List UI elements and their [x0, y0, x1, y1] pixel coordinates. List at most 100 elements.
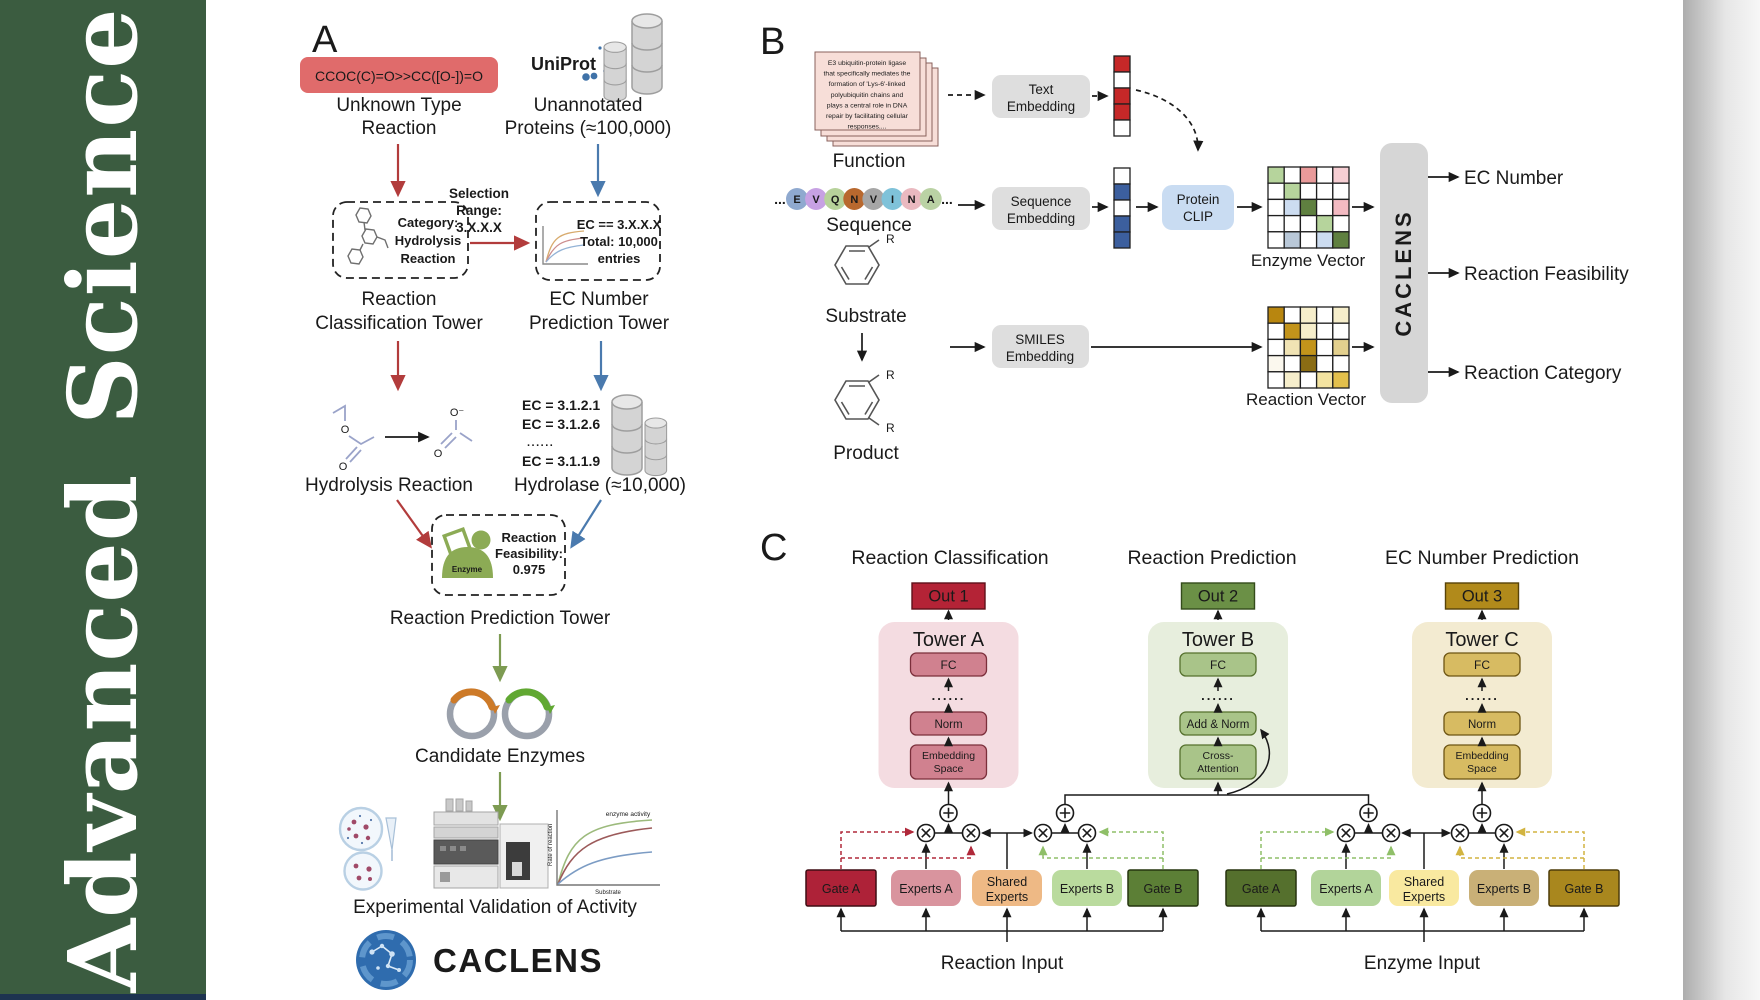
smiles-embedding-line1: SMILES	[1015, 332, 1065, 347]
smiles-embedding-box	[992, 325, 1089, 368]
substrate-r-bond	[868, 239, 880, 248]
text-embedding-line2: Embedding	[1007, 99, 1075, 114]
matrix-cell	[1315, 231, 1334, 249]
residue-circle	[824, 188, 847, 210]
gate-a-reaction	[805, 869, 877, 907]
matrix-cell	[1332, 306, 1350, 324]
tower-b-fc: FC	[1210, 658, 1226, 672]
matrix-cell	[1283, 182, 1302, 201]
product-r2-label: R	[886, 421, 895, 435]
function-cards: E3 ubiquitin-protein ligase that specifi…	[814, 51, 939, 147]
panel-a: A CCOC(C)=O>>CC([O-])=O Unknown Type Rea…	[300, 13, 686, 990]
matrix-cell	[1267, 354, 1285, 373]
experts-b-enzyme	[1469, 870, 1539, 906]
panel-c: C Reaction Classification Reaction Predi…	[760, 527, 1620, 974]
molecule-scribble-icon	[347, 207, 389, 265]
tower-c-bottom2: Space	[1467, 763, 1497, 775]
matrix-cell	[1299, 182, 1318, 201]
matrix-cell	[1113, 183, 1131, 201]
product-r1-bond	[868, 374, 880, 383]
sequence-vector	[1113, 167, 1131, 249]
tower-b-bottom2: Attention	[1197, 763, 1239, 775]
residue-circle	[881, 188, 904, 210]
matrix-cell	[1267, 231, 1285, 249]
category-line3: Reaction	[401, 251, 456, 266]
moe-reaction-group: Gate A Experts A Shared Experts Experts …	[805, 869, 1199, 974]
tower-b: Tower B FC ...... Add & Norm Cross- Atte…	[1148, 609, 1288, 795]
ecbox-line1: EC == 3.X.X.X	[577, 217, 662, 232]
matrix-cell	[1283, 338, 1302, 357]
residue-letter: V	[812, 194, 820, 206]
matrix-cell	[1267, 214, 1285, 233]
matrix-cell	[1267, 322, 1285, 341]
heading-ec-prediction: EC Number Prediction	[1385, 547, 1579, 569]
tower1-line1: Reaction	[362, 289, 437, 310]
ester-molecule-icon	[332, 404, 375, 463]
residue-circle	[786, 188, 808, 210]
panel-c-label: C	[760, 527, 787, 569]
enzyme-badge-label: Enzyme	[452, 565, 483, 574]
matrix-cell	[1332, 214, 1350, 233]
matrix-cell	[1299, 322, 1318, 341]
matrix-cell	[1113, 119, 1131, 137]
enzyme-vector-label: Enzyme Vector	[1251, 251, 1366, 270]
residue-circle	[843, 188, 866, 210]
arrow-vector-to-clip	[1135, 89, 1204, 152]
matrix-cell	[1113, 167, 1131, 185]
unannotated-line1: Unannotated	[534, 95, 643, 116]
kinetics-plot: enzyme activity Rate of reaction Substra…	[548, 810, 660, 896]
candidate-label: Candidate Enzymes	[415, 746, 585, 767]
matrix-cell	[1113, 231, 1131, 249]
matrix-cell	[1283, 214, 1302, 233]
text-vector	[1113, 55, 1131, 137]
matrix-cell	[1283, 371, 1302, 389]
caclens-bar	[1380, 143, 1428, 403]
petri-dish-icons	[338, 806, 397, 891]
arrow-hydrolysis-to-feasibility	[396, 499, 432, 549]
arrow-hydrolase-to-feasibility	[570, 499, 602, 549]
tower-c: Tower C FC ...... Norm Embedding Space	[1412, 609, 1552, 788]
acetate-o-minus: O⁻	[450, 407, 465, 419]
seq-embedding-line2: Embedding	[1007, 211, 1075, 226]
unannotated-line2: Proteins (≈100,000)	[505, 118, 672, 139]
matrix-cell	[1267, 306, 1285, 324]
experts-b-reaction-label: Experts B	[1060, 882, 1114, 896]
matrix-cell	[1267, 371, 1285, 389]
tower-c-bottom1: Embedding	[1455, 750, 1508, 762]
caclens-brand: CACLENS	[433, 942, 603, 979]
tower-b-norm: Add & Norm	[1187, 719, 1250, 731]
smiles-box	[300, 57, 498, 93]
moe-wiring	[836, 781, 1589, 942]
matrix-cell	[1332, 338, 1350, 357]
uniprot-wordmark: UniProt	[531, 54, 596, 74]
matrix-cell	[1113, 215, 1131, 233]
matrix-cell	[1299, 371, 1318, 389]
matrix-cell	[1267, 198, 1285, 217]
tower1-line2: Classification Tower	[315, 313, 483, 334]
feasibility-line3: 0.975	[513, 562, 546, 577]
matrix-cell	[1299, 338, 1318, 357]
sequence-post-ellipsis: ...	[941, 191, 953, 207]
unknown-reaction-line2: Reaction	[362, 118, 437, 139]
matrix-cell	[1299, 306, 1318, 324]
feasibility-line2: Feasibility:	[495, 546, 563, 561]
selection-line1: Selection	[449, 186, 509, 201]
matrix-cell	[1113, 55, 1131, 73]
tower-c-dots: ......	[1465, 688, 1499, 703]
heading-reaction-classification: Reaction Classification	[851, 547, 1048, 569]
selection-line3: 3.X.X.X	[456, 220, 502, 235]
matrix-cell	[1315, 198, 1334, 217]
moe-enzyme-group: Gate A Experts A Shared Experts Experts …	[1225, 869, 1620, 974]
ester-o2: O	[339, 461, 348, 473]
text-embedding-box	[992, 75, 1090, 118]
matrix-cell	[1283, 198, 1302, 217]
clip-line1: Protein	[1177, 192, 1220, 207]
matrix-cell	[1267, 166, 1285, 184]
out2-label: Out 2	[1198, 588, 1238, 606]
clip-line2: CLIP	[1183, 209, 1213, 224]
output-category: Reaction Category	[1464, 363, 1622, 384]
matrix-cell	[1332, 354, 1350, 373]
caclens-logo-icon	[356, 930, 416, 990]
ec-dots: ......	[527, 437, 554, 449]
